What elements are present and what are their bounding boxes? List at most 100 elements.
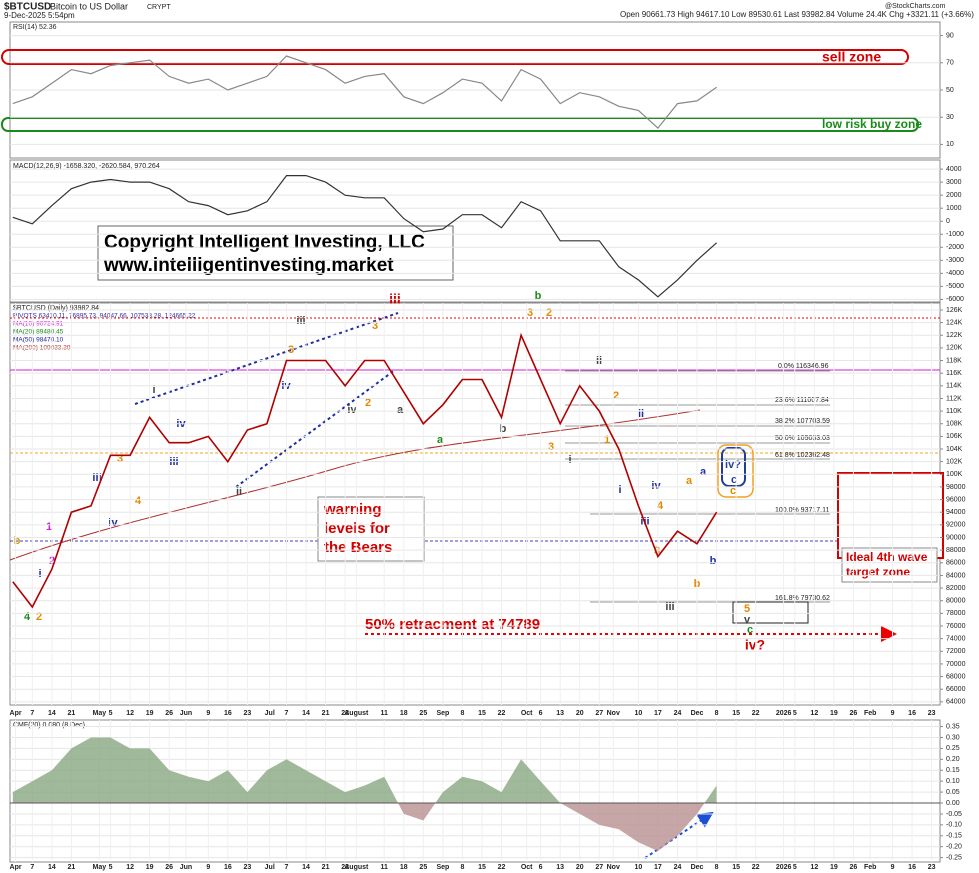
y-tick-label: 106K — [946, 433, 963, 440]
fib-label: 23.6% 111007.84 — [775, 397, 829, 404]
x-tick-label: 23 — [928, 864, 936, 871]
wave-label: iii — [92, 472, 101, 484]
x-tick-label: 9 — [891, 710, 895, 717]
x-tick-label: 8 — [460, 864, 464, 871]
date: 9-Dec-2025 5:54pm — [4, 11, 75, 20]
y-tick-label: 50 — [946, 87, 954, 94]
x-tick-label: August — [344, 710, 369, 717]
x-tick-label: 25 — [419, 710, 427, 717]
warning-text: the Bears — [324, 539, 392, 556]
x-tick-label: 12 — [126, 864, 134, 871]
y-tick-label: 64000 — [946, 699, 966, 706]
cmf-arrow — [644, 811, 714, 859]
y-tick-label: 88000 — [946, 547, 966, 554]
fib-label: 100.0% 93717.11 — [775, 507, 829, 514]
y-tick-label: -2000 — [946, 244, 964, 251]
y-tick-label: 124K — [946, 319, 963, 326]
sell-zone-box — [1, 49, 909, 65]
x-tick-label: 26 — [165, 710, 173, 717]
x-tick-label: May — [93, 864, 107, 871]
target-text: Ideal 4th wave — [846, 550, 928, 564]
warning-text: warning — [323, 501, 382, 518]
x-tick-label: 24 — [674, 864, 682, 871]
y-tick-label: 84000 — [946, 572, 966, 579]
wave-label: 3 — [654, 545, 660, 557]
x-tick-label: 19 — [830, 864, 838, 871]
x-tick-label: 8 — [715, 864, 719, 871]
fib-label: 161.8% 79730.62 — [775, 595, 830, 602]
x-tick-label: 13 — [556, 864, 564, 871]
x-tick-label: 15 — [478, 710, 486, 717]
x-tick-label: 18 — [400, 864, 408, 871]
x-tick-label: Apr — [10, 864, 22, 871]
x-tick-label: 10 — [634, 710, 642, 717]
x-tick-label: Nov — [607, 864, 620, 871]
x-tick-label: Jul — [265, 710, 275, 717]
x-tick-label: 20 — [576, 864, 584, 871]
legend-item: MA(50) 98470.10 — [13, 337, 64, 344]
x-tick-label: 23 — [243, 864, 251, 871]
x-tick-label: 15 — [478, 864, 486, 871]
symbol-name: Bitcoin to US Dollar — [50, 1, 128, 11]
wave-label: 2 — [365, 397, 371, 409]
y-tick-label: 98000 — [946, 484, 966, 491]
x-tick-label: 23 — [243, 710, 251, 717]
wave-label: c — [731, 474, 737, 486]
y-tick-label: 112K — [946, 395, 962, 402]
x-tick-label: 7 — [285, 864, 289, 871]
wave-label: 3 — [117, 453, 123, 465]
x-tick-label: 7 — [30, 864, 34, 871]
x-tick-label: 16 — [224, 710, 232, 717]
fib-labels: 0.0% 116346.96 23.6% 111007.84 38.2% 107… — [775, 363, 830, 602]
x-tick-label: 28 — [341, 864, 349, 871]
copyright: Copyright Intelligent Investing, LLC — [104, 232, 425, 253]
symbol: $BTCUSD — [4, 2, 51, 13]
y-tick-label: 72000 — [946, 648, 966, 655]
exchange: CRYPT — [147, 4, 171, 11]
y-tick-label: 0 — [946, 218, 950, 225]
x-tick-label: 10 — [634, 864, 642, 871]
sell-zone-label: sell zone — [822, 49, 881, 65]
y-tick-label: 122K — [946, 332, 963, 339]
wave-label: iii — [296, 315, 305, 327]
legend-item: PIVOTS 63410.11, 76895.73, 94047.66, 107… — [13, 313, 196, 320]
y-tick-label: 104K — [946, 446, 963, 453]
fib-label: 61.8% 102362.48 — [775, 452, 830, 459]
x-tick-label: Jul — [265, 864, 275, 871]
y-tick-label: 78000 — [946, 610, 966, 617]
y-tick-label: 68000 — [946, 673, 966, 680]
y-tick-label: 10 — [946, 141, 954, 148]
y-tick-label: 102K — [946, 458, 963, 465]
y-tick-label: -1000 — [946, 231, 964, 238]
target-box — [717, 444, 754, 498]
wave-label: 2 — [613, 390, 619, 402]
y-tick-label: 1000 — [946, 205, 962, 212]
y-tick-label: 94000 — [946, 509, 966, 516]
x-tick-label: 5 — [793, 710, 797, 717]
x-tick-label: 22 — [752, 710, 760, 717]
x-tick-label: 22 — [752, 864, 760, 871]
area-negative — [12, 802, 717, 852]
y-tick-label: -0.15 — [946, 833, 962, 840]
y-tick-label: -0.10 — [946, 822, 962, 829]
wave-label: 4 — [657, 500, 664, 512]
data-line — [12, 55, 717, 129]
copyright-box — [97, 225, 454, 281]
y-tick-label: -0.20 — [946, 844, 962, 851]
wave-label: iv — [651, 480, 661, 492]
y-tick-label: 30 — [946, 114, 954, 121]
y-tick-label: 0.20 — [946, 756, 960, 763]
y-tick-label: 114K — [946, 383, 962, 390]
cmf-title: CMF(20) 0.080 (8 Dec) — [13, 722, 85, 729]
x-tick-label: Oct — [521, 864, 533, 871]
y-tick-label: 3000 — [946, 179, 962, 186]
y-tick-label: 86000 — [946, 560, 966, 567]
y-tick-label: 0.05 — [946, 789, 960, 796]
wave-label: i — [618, 484, 621, 496]
x-tick-label: 12 — [126, 710, 134, 717]
x-tick-label: 14 — [302, 864, 310, 871]
x-tick-label: 22 — [498, 710, 506, 717]
x-tick-label: 15 — [732, 710, 740, 717]
y-tick-label: -0.05 — [946, 811, 962, 818]
x-tick-label: May — [93, 710, 107, 717]
